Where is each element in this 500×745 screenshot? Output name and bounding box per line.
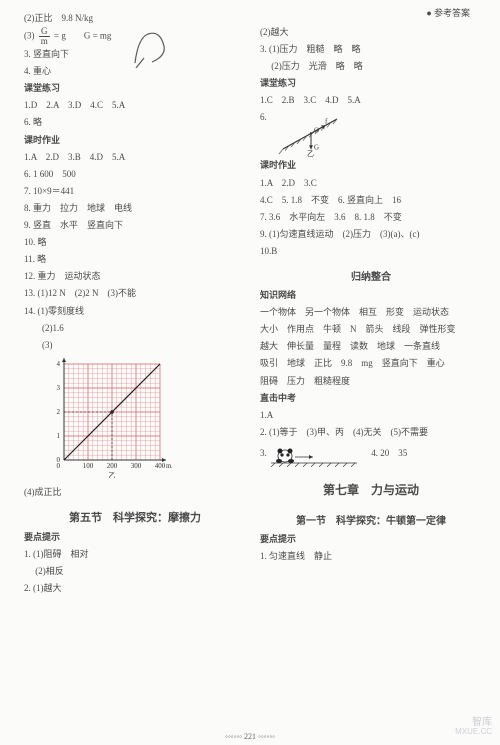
text-line: 3. 4. (260, 441, 482, 467)
watermark: 智库 MXUE.CC (455, 717, 492, 737)
text-line: 大小 作用点 牛顿 N 箭头 线段 弹性形变 (260, 321, 482, 338)
text-line: 8. 重力 拉力 地球 电线 (24, 200, 246, 217)
text-line: 6. fOG乙 (260, 109, 482, 157)
text-line: 7. 3.6 水平向左 3.6 8. 1.8 不变 (260, 209, 482, 226)
text-line: (4)成正比 (24, 484, 246, 501)
frac-prefix: (3) (24, 31, 35, 41)
right-column: (2)越大 3. (1)压力 粗糙 略 略 (2)压力 光滑 略 略 课堂练习 … (260, 10, 482, 597)
svg-text:0: 0 (57, 462, 61, 470)
svg-text:2: 2 (57, 408, 61, 416)
text-line: 12. 重力 运动状态 (24, 268, 246, 285)
text-line: 越大 伸长量 量程 读数 地球 一条直线 (260, 338, 482, 355)
incline-diagram: fOG乙 (277, 109, 347, 157)
text-line: 阻碍 压力 粗糙程度 (260, 373, 482, 390)
text-line: 一个物体 另一个物体 相互 形变 运动状态 (260, 304, 482, 321)
panda-diagram (269, 441, 359, 467)
line-graph: 012341002003004000G/Nm/g乙 (42, 358, 246, 480)
text-line: 1.A 2.D 3.C (260, 175, 482, 192)
text-line: 吸引 地球 正比 9.8 mg 竖直向下 重心 (260, 355, 482, 372)
svg-text:O: O (314, 127, 319, 135)
section-title: 第一节 科学探究：牛顿第一定律 (260, 512, 482, 527)
section-title: 第五节 科学探究：摩擦力 (24, 509, 246, 525)
text-line: 7. 10×9＝441 (24, 183, 246, 200)
text-line: 2. (1)等于 (3)甲、丙 (4)无关 (5)不需要 (260, 424, 482, 441)
text-line: 13. (1)12 N (2)2 N (3)不能 (24, 285, 246, 302)
item-num: 6. (260, 112, 267, 122)
svg-text:300: 300 (131, 462, 142, 470)
subsection-title: 知识网络 (260, 287, 482, 304)
text-line: 3. (1)压力 粗糙 略 略 (260, 41, 482, 58)
svg-text:3: 3 (57, 384, 61, 392)
text-line: 6. 1 600 500 (24, 166, 246, 183)
text-line: 3. 竖直向下 (24, 46, 246, 63)
text-line: (3) G m = g G = mg (24, 27, 246, 46)
text-span: 4. 20 35 (371, 448, 407, 458)
text-line: 10.B (260, 243, 482, 260)
text-line: 9. 竖直 水平 竖直向下 (24, 217, 246, 234)
text-line: 4.C 5. 1.8 不变 6. 竖直向上 16 (260, 192, 482, 209)
frac-rest: = g G = mg (54, 31, 111, 41)
text-line: 1. 匀速直线 静止 (260, 548, 482, 565)
text-line: 11. 略 (24, 251, 246, 268)
subsection-title: 课时作业 (24, 132, 246, 149)
text-line: 1. (1)阻碍 相对 (24, 546, 246, 563)
left-column: (2)正比 9.8 N/kg (3) G m = g G = mg 3. 竖直向… (24, 10, 246, 597)
chapter-title: 第七章 力与运动 (260, 481, 482, 498)
text-line: 1.A (260, 407, 482, 424)
text-line: 1.C 2.B 3.C 4.D 5.A (260, 92, 482, 109)
svg-text:乙: 乙 (307, 150, 314, 157)
text-line: 14. (1)零刻度线 (24, 303, 246, 320)
svg-text:100: 100 (83, 462, 94, 470)
svg-text:乙: 乙 (109, 472, 116, 478)
text-line: 10. 略 (24, 234, 246, 251)
text-line: (2)相反 (24, 563, 246, 580)
text-line: 6. 略 (24, 114, 246, 131)
page-number: ◦◦◦◦◦◦ 221 ◦◦◦◦◦◦ (0, 732, 500, 741)
subsection-title: 课时作业 (260, 157, 482, 174)
svg-text:400: 400 (155, 462, 166, 470)
svg-text:G: G (314, 144, 319, 152)
section-title: 归纳整合 (260, 268, 482, 283)
subsection-title: 直击中考 (260, 390, 482, 407)
text-line: (2)压力 光滑 略 略 (260, 58, 482, 75)
frac-den: m (39, 37, 50, 46)
svg-text:200: 200 (107, 462, 118, 470)
text-line: (3) (24, 337, 246, 354)
text-line: (2)越大 (260, 24, 482, 41)
text-line: (2)正比 9.8 N/kg (24, 10, 246, 27)
text-line: 1.A 2.D 3.B 4.D 5.A (24, 149, 246, 166)
subsection-title: 要点提示 (24, 529, 246, 546)
svg-text:1: 1 (57, 432, 61, 440)
text-line: 4. 重心 (24, 63, 246, 80)
subsection-title: 课堂练习 (260, 75, 482, 92)
text-line: (2)1.6 (24, 320, 246, 337)
subsection-title: 课堂练习 (24, 80, 246, 97)
item-num: 3. (260, 448, 267, 458)
text-line: 2. (1)越大 (24, 580, 246, 597)
header-answers: ● 参考答案 (426, 6, 470, 19)
svg-text:m/g: m/g (166, 462, 172, 470)
text-line: 1.D 2.A 3.D 4.C 5.A (24, 97, 246, 114)
text-line: 9. (1)匀速直线运动 (2)压力 (3)(a)、(c) (260, 226, 482, 243)
subsection-title: 要点提示 (260, 531, 482, 548)
svg-text:4: 4 (57, 360, 61, 368)
